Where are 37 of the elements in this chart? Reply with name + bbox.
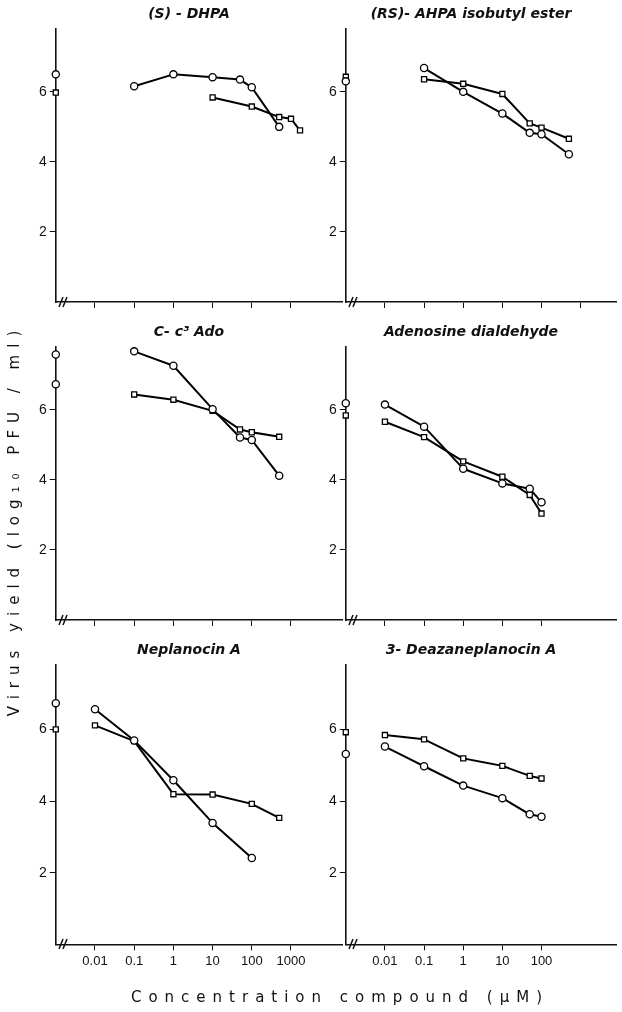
chart-title: C- c³ Ado — [153, 323, 225, 340]
y-tick-label: 4 — [328, 791, 337, 808]
y-tick-label: 6 — [38, 720, 47, 737]
y-tick-label: 2 — [38, 863, 47, 880]
y-tick-label: 2 — [38, 540, 47, 557]
x-tick-label: 0.1 — [415, 952, 434, 968]
y-tick-label: 4 — [38, 791, 47, 808]
chart-title: 3- Deazaneplanocin A — [385, 641, 557, 658]
x-tick-label: 0.01 — [372, 952, 398, 968]
y-tick-label: 6 — [38, 82, 47, 99]
y-tick-label: 4 — [38, 470, 47, 487]
y-tick-label: 4 — [328, 152, 337, 169]
x-axis-title: Concentration compound (µM) — [130, 988, 550, 1006]
x-tick-label: 100 — [240, 952, 263, 968]
y-tick-label: 2 — [328, 863, 337, 880]
y-axis-title: Virus yield (log₁₀ PFU / ml) — [5, 323, 23, 717]
x-tick-label: 0.01 — [82, 952, 108, 968]
x-tick-label: 1 — [459, 952, 467, 968]
chart-title: Adenosine dialdehyde — [382, 323, 559, 340]
y-tick-label: 4 — [38, 152, 47, 169]
x-tick-label: 100 — [530, 952, 553, 968]
y-tick-label: 6 — [328, 720, 337, 737]
y-tick-label: 4 — [328, 470, 337, 487]
chart-title: (S) - DHPA — [148, 5, 230, 22]
y-tick-label: 6 — [328, 82, 337, 99]
chart-title: Neplanocin A — [137, 641, 241, 658]
y-tick-label: 2 — [38, 222, 47, 239]
chart-title: (RS)- AHPA isobutyl ester — [370, 5, 573, 22]
x-tick-label: 1 — [169, 952, 178, 968]
x-tick-label: 10 — [495, 952, 510, 968]
y-tick-label: 2 — [328, 222, 337, 239]
y-tick-label: 6 — [328, 400, 337, 417]
y-tick-label: 6 — [38, 400, 47, 417]
x-tick-label: 1000 — [276, 952, 306, 968]
y-tick-label: 2 — [328, 540, 337, 557]
x-tick-label: 10 — [205, 952, 220, 968]
x-tick-label: 0.1 — [125, 952, 144, 968]
